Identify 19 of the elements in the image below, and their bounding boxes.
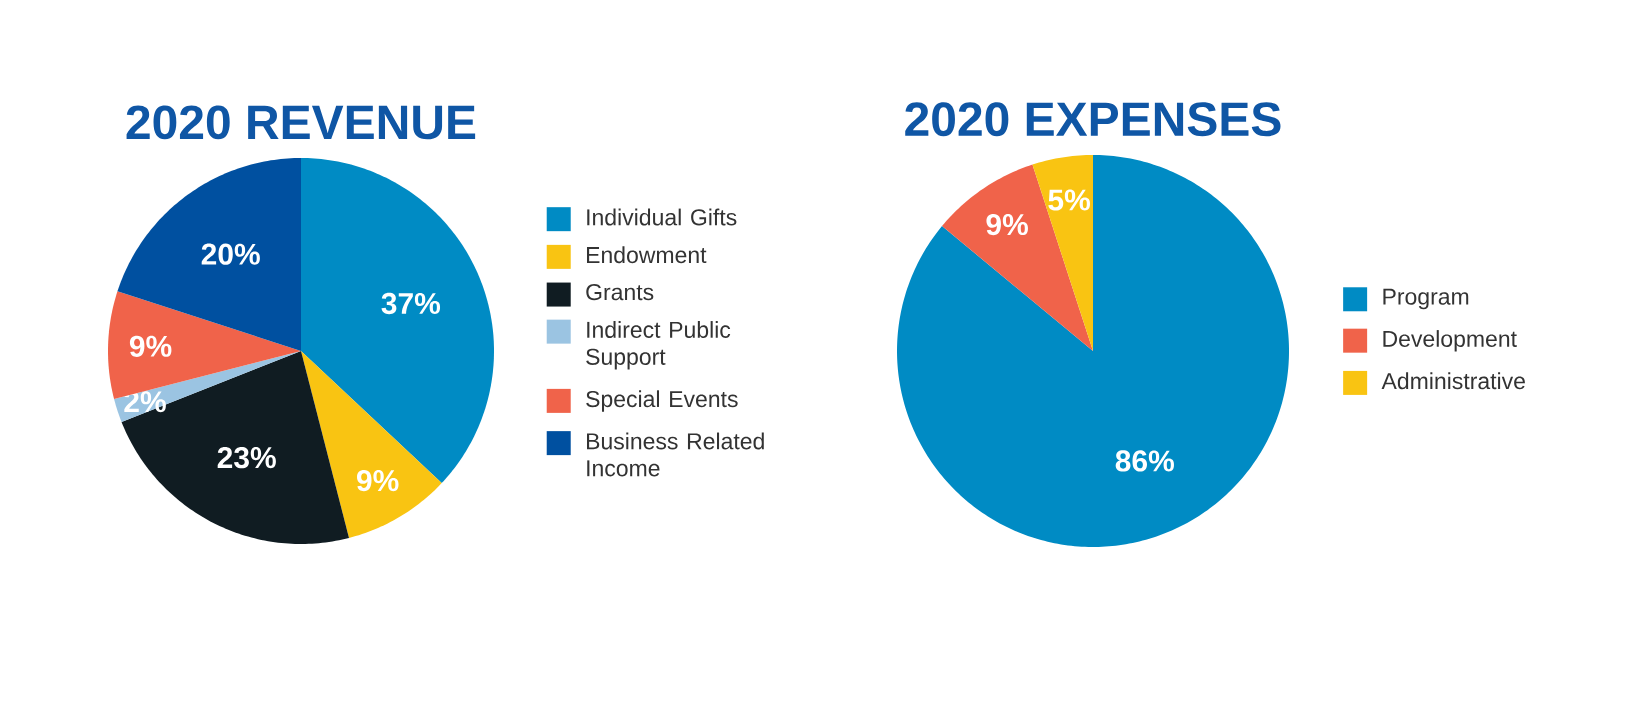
data-label: 20% (201, 243, 260, 265)
chart-title: 2020 REVENUE (126, 105, 476, 140)
data-label: 37% (381, 292, 441, 315)
data-label: 9% (986, 213, 1028, 236)
legend-label: Grants (586, 283, 654, 301)
legend-label: Business Related Income (587, 432, 764, 477)
data-label: 9% (357, 469, 399, 492)
legend-label: Individual Gifts (587, 208, 737, 226)
legend-label: Development (1383, 330, 1517, 352)
legend-label: Program (1383, 288, 1469, 310)
data-label: 86% (1115, 450, 1174, 472)
legend-label: Administrative (1381, 372, 1525, 390)
data-label: 23% (217, 446, 276, 469)
legend-label: Indirect Public Support (586, 321, 731, 370)
chart-title: 2020 EXPENSES (905, 102, 1281, 137)
legend-label: Special Events (586, 390, 738, 412)
data-label: 5% (1048, 189, 1090, 211)
data-label: 9% (129, 335, 172, 357)
legend-label: Endowment (587, 246, 707, 264)
